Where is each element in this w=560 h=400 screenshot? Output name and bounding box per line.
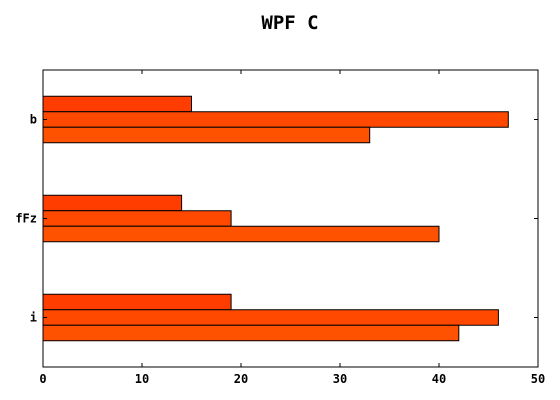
y-tick-label: b: [30, 113, 37, 127]
chart-title: WPF C: [261, 12, 319, 34]
x-tick-label: 20: [234, 372, 248, 386]
bar-i-1: [42, 293, 232, 311]
bars-layer: [42, 95, 509, 342]
x-tick-label: 10: [135, 372, 149, 386]
ticks-layer: b fFz i 0 10 20 30 40 50: [15, 70, 545, 386]
bar-fFz-3: [42, 225, 440, 243]
y-tick-label: fFz: [15, 212, 37, 226]
bar-fFz-1: [42, 194, 183, 212]
x-tick-label: 40: [432, 372, 446, 386]
x-tick-label: 30: [333, 372, 347, 386]
bar-b-2: [42, 111, 509, 128]
bar-b-1: [42, 95, 192, 113]
x-tick-label: 0: [39, 372, 46, 386]
bar-fFz-2: [42, 210, 232, 227]
x-tick-label: 50: [531, 372, 545, 386]
bar-i-2: [42, 309, 499, 326]
bar-b-3: [42, 126, 371, 144]
y-tick-label: i: [30, 311, 37, 325]
bar-i-3: [42, 324, 460, 342]
